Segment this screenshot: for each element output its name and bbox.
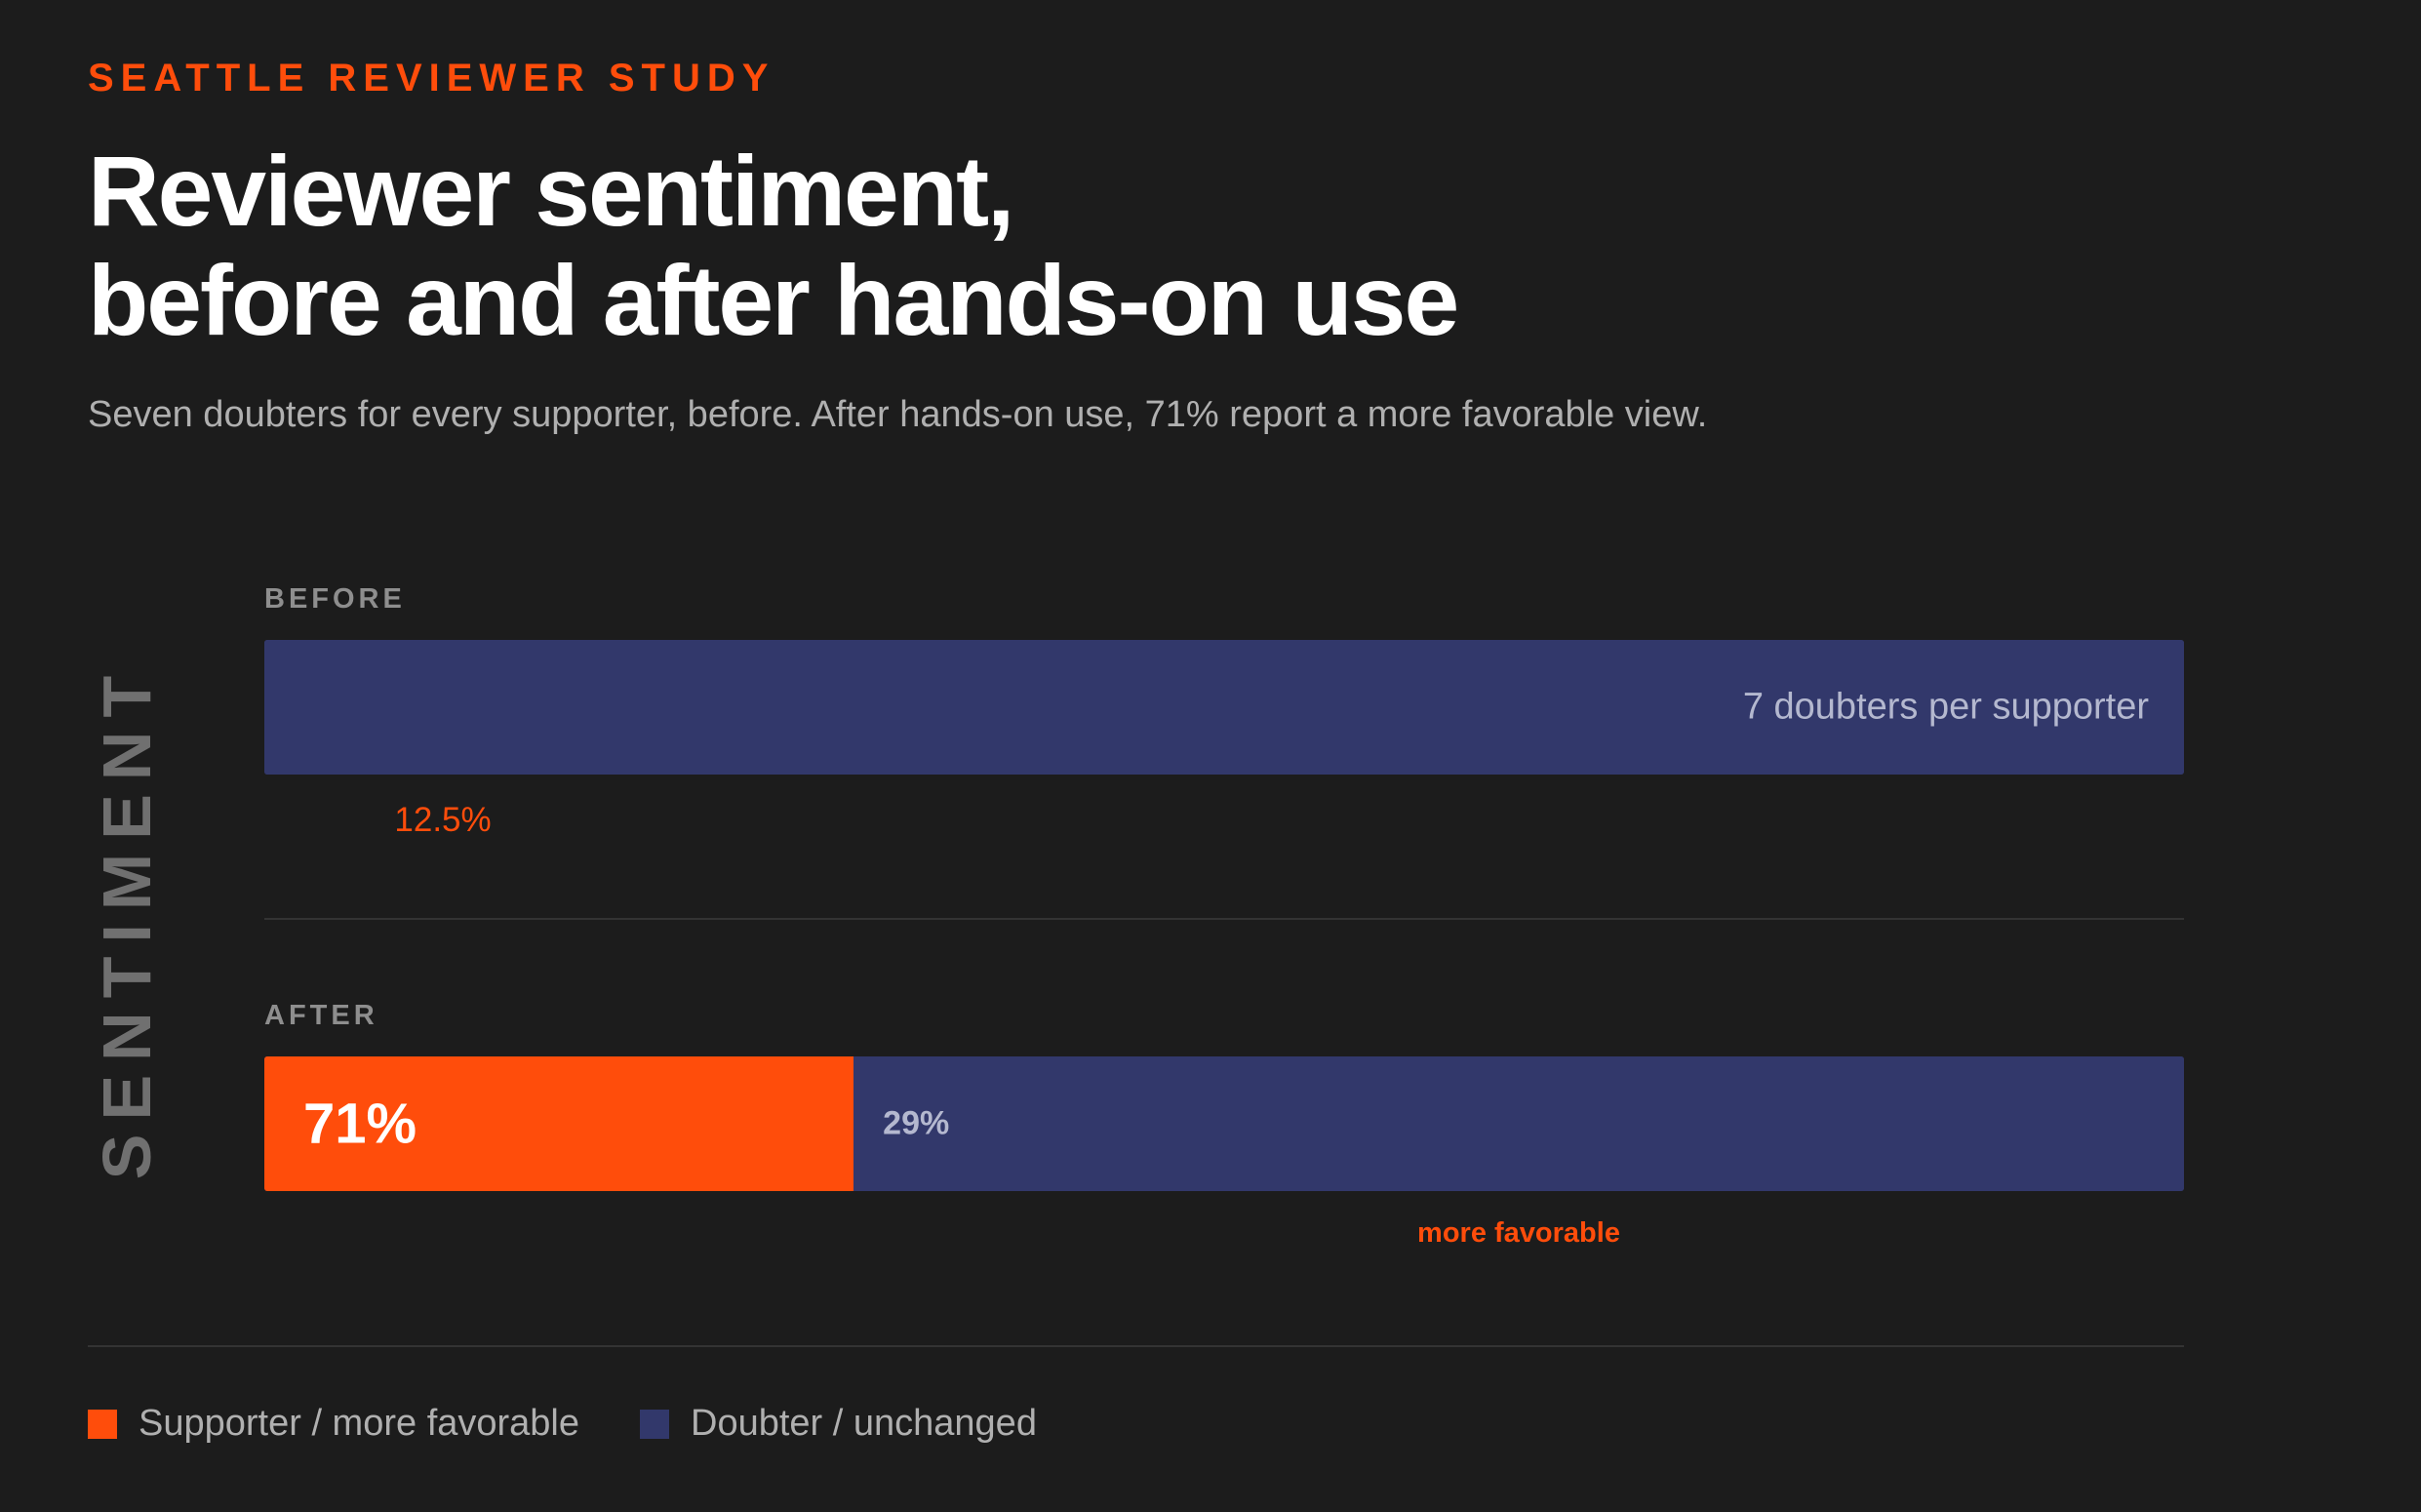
legend-label-support: Supporter / more favorable — [139, 1403, 580, 1444]
bar-before-doubt-segment — [504, 640, 2184, 775]
bar-after-doubt-segment: 29% — [853, 1056, 2184, 1191]
title-line-2: before and after hands-on use — [88, 245, 1459, 356]
legend-swatch-doubt — [640, 1409, 670, 1439]
bar-after: 29% 71% — [264, 1056, 2184, 1191]
title-line-1: Reviewer sentiment, — [88, 136, 1014, 247]
legend-label-doubt: Doubter / unchanged — [691, 1403, 1037, 1444]
bar-before: 7 doubters per supporter — [264, 640, 2184, 775]
after-doubt-value-label: 29% — [883, 1104, 950, 1142]
legend: Supporter / more favorable Doubter / unc… — [88, 1403, 1097, 1445]
bar-after-support-segment: 71% — [264, 1056, 854, 1191]
bar-before-support-segment — [264, 640, 504, 775]
y-axis-label: SENTIMENT — [89, 661, 165, 1180]
before-support-value-label: 12.5% — [394, 801, 492, 839]
chart-subtitle: Seven doubters for every supporter, befo… — [88, 394, 1708, 435]
row-label-before: BEFORE — [264, 583, 406, 615]
eyebrow: SEATTLE REVIEWER STUDY — [88, 57, 775, 99]
legend-divider — [88, 1345, 2184, 1347]
row-label-after: AFTER — [264, 1000, 378, 1031]
legend-item-support: Supporter / more favorable — [88, 1403, 579, 1445]
after-favorable-note: more favorable — [1417, 1217, 1620, 1249]
legend-item-doubt: Doubter / unchanged — [640, 1403, 1037, 1445]
legend-swatch-support — [88, 1409, 117, 1439]
row-divider — [264, 918, 2184, 920]
bar-before-note: 7 doubters per supporter — [1742, 686, 2149, 728]
after-support-value-label: 71% — [303, 1092, 417, 1156]
chart-title: Reviewer sentiment, before and after han… — [88, 137, 1941, 355]
